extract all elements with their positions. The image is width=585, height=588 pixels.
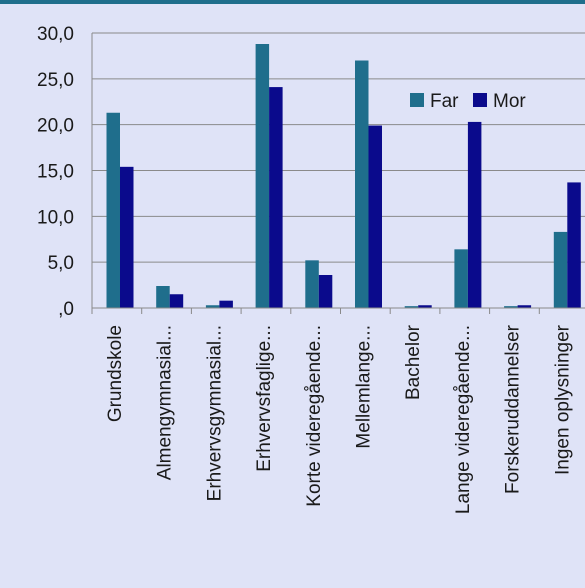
y-tick-label: 10,0	[37, 207, 74, 228]
bar-mor	[368, 125, 382, 308]
grid-layer	[92, 32, 585, 263]
y-tick-label: 20,0	[37, 116, 74, 137]
legend-swatch-mor	[473, 93, 487, 107]
x-category-label: Korte videregående...	[304, 325, 325, 507]
y-tick-label: ,0	[58, 299, 74, 320]
bar-mor	[418, 305, 432, 308]
y-tick-label: 25,0	[37, 70, 74, 91]
bar-mor	[120, 166, 134, 308]
bar-mor	[269, 87, 283, 308]
legend-label-mor: Mor	[493, 91, 526, 112]
legend: Far Mor	[410, 91, 526, 112]
x-category-label: Bachelor	[403, 324, 424, 400]
label-layer: 30,0 25,0 20,0 15,0 10,0 5,0 ,0 Grundskole Almen…	[37, 24, 573, 514]
bar-mor	[169, 294, 184, 308]
bar-far	[255, 44, 270, 308]
legend-swatch-far	[410, 93, 424, 107]
x-category-label: Erhvervsgymnasial...	[204, 325, 225, 501]
axis-layer	[91, 33, 585, 314]
bar-far	[106, 112, 120, 308]
bar-far	[355, 60, 369, 308]
x-category-label: Mellemlange...	[354, 325, 375, 449]
bar-mor	[467, 121, 482, 309]
bar-mor	[567, 182, 581, 308]
x-category-label: Ingen oplysninger	[552, 324, 573, 475]
y-tick-label: 15,0	[37, 162, 74, 183]
y-tick-label: 5,0	[48, 253, 74, 274]
bar-mor	[219, 300, 233, 308]
bar-far	[156, 286, 170, 308]
top-rule	[0, 0, 585, 4]
bar-mor	[318, 275, 333, 308]
x-category-label: Erhvervsfaglige...	[254, 325, 275, 472]
bar-far	[305, 260, 319, 308]
x-category-label: Grundskole	[105, 325, 126, 422]
x-category-label: Lange videregående...	[453, 325, 474, 514]
legend-label-far: Far	[430, 91, 459, 112]
bar-far	[504, 306, 518, 308]
bar-far	[553, 231, 568, 308]
x-category-label: Forskeruddannelser	[503, 324, 524, 494]
bar-far	[454, 249, 468, 308]
bar-far	[205, 305, 220, 308]
bar-far	[404, 306, 419, 308]
bar-layer	[106, 44, 581, 309]
bar-mor	[517, 305, 532, 308]
x-category-label: Almengymnasial...	[155, 325, 176, 480]
y-tick-label: 30,0	[37, 24, 74, 45]
